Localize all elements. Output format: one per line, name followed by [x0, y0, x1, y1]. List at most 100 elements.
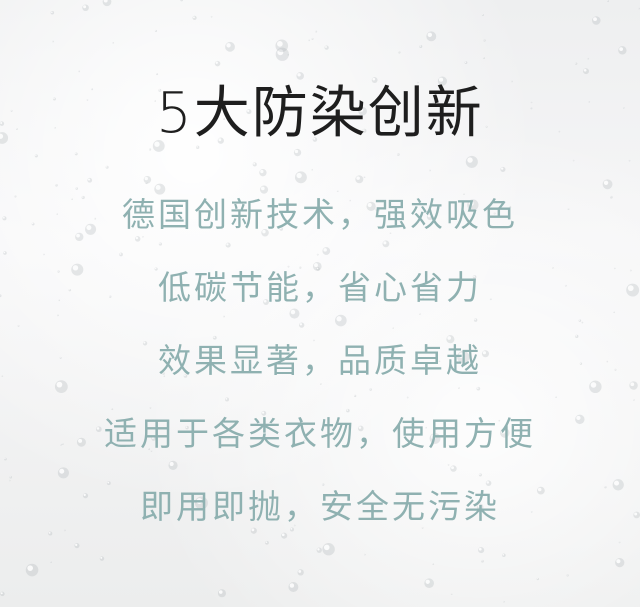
water-droplet — [638, 7, 640, 10]
water-droplet — [432, 101, 435, 104]
water-droplet — [346, 408, 350, 413]
water-droplet — [223, 117, 226, 120]
water-droplet — [0, 121, 5, 126]
water-droplet — [34, 154, 38, 158]
water-droplet — [498, 419, 501, 422]
water-droplet — [369, 388, 372, 391]
water-droplet — [142, 341, 148, 346]
water-droplet — [419, 313, 421, 315]
water-droplet — [261, 228, 269, 237]
water-droplet — [457, 387, 460, 389]
water-droplet — [426, 213, 434, 221]
water-droplet — [429, 169, 431, 172]
water-droplet — [508, 205, 512, 209]
water-droplet — [485, 480, 492, 486]
water-droplet — [583, 68, 589, 75]
water-droplet — [629, 269, 632, 272]
water-droplet — [629, 381, 638, 390]
water-droplet — [618, 46, 627, 55]
water-droplet — [10, 109, 13, 112]
water-droplet — [57, 270, 60, 273]
feature-item-5: 即用即抛，安全无污染 — [140, 487, 500, 526]
water-droplet — [68, 288, 72, 292]
water-droplet — [481, 350, 490, 358]
water-droplet — [82, 4, 89, 12]
water-droplet — [335, 314, 347, 327]
water-droplet — [149, 407, 152, 409]
water-droplet — [481, 559, 484, 563]
water-droplet — [392, 327, 394, 329]
water-droplet — [612, 479, 624, 491]
water-droplet — [397, 153, 400, 156]
water-droplet — [437, 76, 448, 86]
water-droplet — [311, 168, 313, 171]
water-droplet — [289, 527, 295, 532]
water-droplet — [154, 267, 158, 271]
water-droplet — [320, 383, 322, 385]
water-droplet — [54, 126, 56, 129]
water-droplet — [432, 563, 435, 565]
water-droplet — [316, 253, 319, 256]
water-droplet — [472, 275, 477, 279]
water-droplet — [261, 410, 267, 416]
water-droplet — [402, 224, 405, 226]
water-droplet — [574, 62, 578, 65]
water-droplet — [50, 11, 55, 15]
water-droplet — [82, 493, 89, 499]
water-droplet — [607, 0, 609, 3]
water-droplet — [316, 267, 320, 271]
water-droplet — [180, 0, 183, 2]
water-droplet — [81, 195, 85, 200]
water-droplet — [58, 299, 61, 302]
water-droplet — [457, 350, 470, 364]
water-droplet — [109, 295, 112, 298]
water-droplet — [259, 168, 267, 177]
water-droplet — [281, 532, 288, 539]
water-droplet — [406, 396, 409, 399]
water-droplet — [371, 77, 378, 83]
water-droplet — [59, 356, 62, 359]
water-droplet — [315, 30, 318, 33]
water-droplet — [154, 183, 166, 195]
water-droplet — [312, 262, 322, 271]
water-droplet — [142, 235, 144, 238]
water-droplet — [626, 283, 640, 297]
water-droplet — [633, 511, 640, 519]
water-droplet — [175, 213, 178, 216]
water-droplet — [9, 475, 12, 479]
water-droplet — [252, 509, 255, 512]
water-droplet — [57, 467, 69, 479]
water-droplet — [48, 531, 53, 536]
water-droplet — [225, 242, 231, 248]
water-droplet — [17, 324, 20, 327]
water-droplet — [502, 553, 506, 558]
water-droplet — [312, 137, 318, 142]
water-droplet — [183, 374, 188, 378]
water-droplet — [299, 322, 305, 328]
water-droplet — [2, 216, 7, 221]
water-droplet — [134, 236, 141, 242]
water-droplet — [52, 40, 54, 43]
water-droplet — [530, 511, 533, 513]
water-droplet — [303, 439, 306, 442]
water-droplet — [257, 498, 260, 502]
water-droplet — [592, 16, 601, 25]
water-droplet — [4, 457, 7, 461]
water-droplet — [358, 425, 364, 432]
water-droplet — [185, 425, 189, 430]
water-droplet — [419, 44, 423, 49]
water-droplet — [8, 479, 11, 482]
water-droplet — [438, 360, 441, 362]
water-droplet — [613, 311, 615, 314]
feature-item-2: 低碳节能，省心省力 — [158, 268, 482, 307]
water-droplet — [212, 335, 217, 340]
water-droplet — [74, 152, 78, 156]
water-droplet — [197, 372, 200, 375]
water-droplet — [217, 589, 227, 598]
water-droplet — [149, 148, 152, 151]
feature-item-4: 适用于各类衣物，使用方便 — [104, 414, 536, 453]
water-droplet — [0, 294, 2, 298]
water-droplet — [105, 165, 109, 169]
water-droplet — [363, 176, 366, 179]
feature-item-3: 效果显著，品质卓越 — [158, 341, 482, 380]
